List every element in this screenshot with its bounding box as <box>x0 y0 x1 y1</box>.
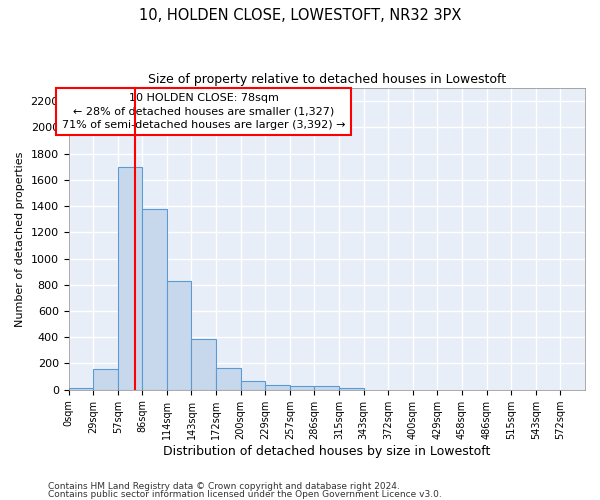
Bar <box>241 381 265 390</box>
Text: 10 HOLDEN CLOSE: 78sqm
← 28% of detached houses are smaller (1,327)
71% of semi-: 10 HOLDEN CLOSE: 78sqm ← 28% of detached… <box>62 94 346 130</box>
Bar <box>93 370 118 390</box>
Text: Contains HM Land Registry data © Crown copyright and database right 2024.: Contains HM Land Registry data © Crown c… <box>48 482 400 491</box>
Bar <box>314 386 339 390</box>
Bar <box>142 208 167 390</box>
Bar <box>191 339 216 390</box>
Bar <box>265 385 290 390</box>
Text: 10, HOLDEN CLOSE, LOWESTOFT, NR32 3PX: 10, HOLDEN CLOSE, LOWESTOFT, NR32 3PX <box>139 8 461 22</box>
Bar <box>216 368 241 390</box>
Text: Contains public sector information licensed under the Open Government Licence v3: Contains public sector information licen… <box>48 490 442 499</box>
Bar <box>339 388 364 390</box>
Bar <box>68 388 93 390</box>
X-axis label: Distribution of detached houses by size in Lowestoft: Distribution of detached houses by size … <box>163 444 490 458</box>
Bar <box>118 167 142 390</box>
Title: Size of property relative to detached houses in Lowestoft: Size of property relative to detached ho… <box>148 72 506 86</box>
Bar <box>290 386 314 390</box>
Bar <box>167 281 191 390</box>
Y-axis label: Number of detached properties: Number of detached properties <box>15 151 25 326</box>
